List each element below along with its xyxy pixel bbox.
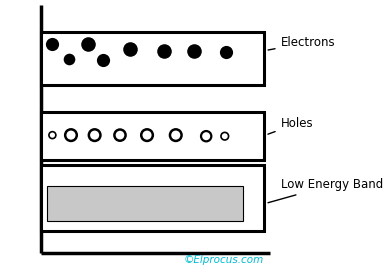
Point xyxy=(144,133,150,137)
Point xyxy=(100,58,106,62)
Point xyxy=(161,48,167,53)
Point xyxy=(127,47,133,51)
Point xyxy=(117,133,123,137)
Text: Electrons: Electrons xyxy=(268,36,335,50)
Point xyxy=(222,134,228,138)
Point xyxy=(191,48,198,53)
Point xyxy=(68,133,74,137)
Bar xyxy=(47,186,244,221)
Text: ©Elprocus.com: ©Elprocus.com xyxy=(183,255,264,265)
Point xyxy=(49,42,56,46)
Point xyxy=(49,133,56,137)
Bar xyxy=(40,112,264,160)
Text: Low Energy Band: Low Energy Band xyxy=(268,178,383,203)
Point xyxy=(173,133,179,137)
Point xyxy=(91,133,98,137)
Point xyxy=(66,56,72,61)
Bar xyxy=(40,165,264,231)
Point xyxy=(223,50,230,54)
Point xyxy=(85,42,91,46)
Point xyxy=(203,134,209,138)
Text: Holes: Holes xyxy=(268,117,313,134)
Bar xyxy=(40,32,264,85)
